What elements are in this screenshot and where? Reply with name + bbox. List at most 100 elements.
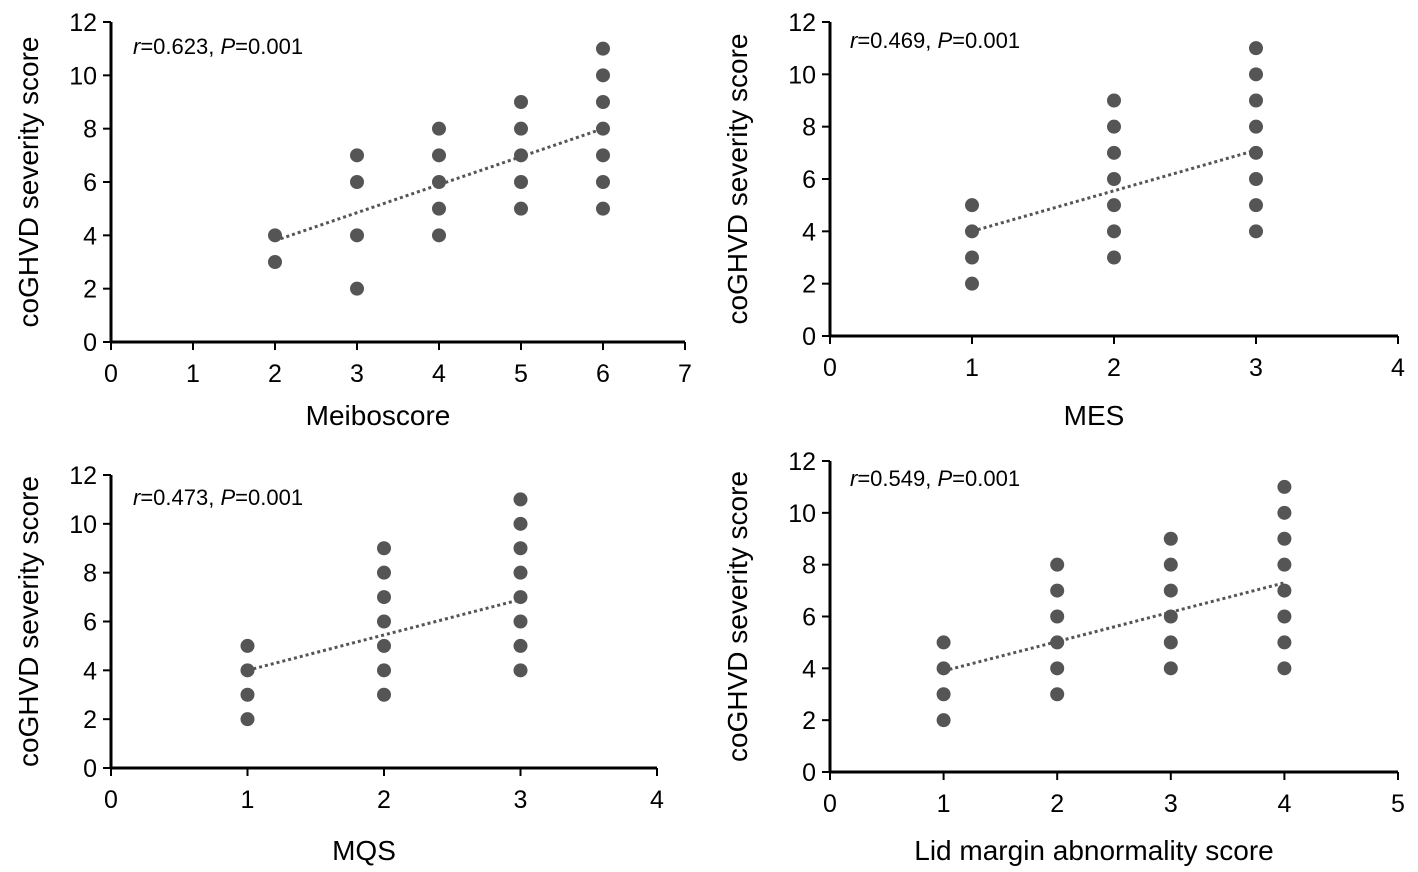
x-tick-label: 0 xyxy=(104,360,118,388)
y-tick-label: 10 xyxy=(788,500,816,528)
data-point xyxy=(1107,224,1121,239)
x-tick-label: 2 xyxy=(1107,354,1121,382)
data-point xyxy=(1277,479,1292,494)
data-point xyxy=(1277,609,1292,624)
x-tick-label: 4 xyxy=(1391,354,1405,382)
x-tick-label: 3 xyxy=(514,786,528,814)
y-tick-label: 8 xyxy=(802,552,816,580)
data-point xyxy=(240,638,255,653)
data-point xyxy=(240,712,255,727)
y-tick-label: 4 xyxy=(802,218,816,246)
data-point xyxy=(1163,635,1178,650)
data-point xyxy=(377,638,391,653)
y-tick-label: 2 xyxy=(802,271,816,299)
y-tick-label: 0 xyxy=(802,323,816,351)
data-point xyxy=(1050,557,1065,572)
data-point xyxy=(1249,198,1263,213)
x-tick-label: 0 xyxy=(823,354,837,382)
data-point xyxy=(1107,119,1121,134)
data-point xyxy=(965,224,979,239)
data-point xyxy=(1107,145,1121,160)
y-tick-label: 2 xyxy=(802,707,816,735)
x-axis-title: Meiboscore xyxy=(306,400,451,431)
data-point xyxy=(936,713,951,728)
y-tick-label: 0 xyxy=(83,755,97,783)
x-tick-label: 6 xyxy=(596,360,610,388)
data-point xyxy=(514,201,528,216)
data-point xyxy=(596,68,610,83)
x-tick-label: 3 xyxy=(350,360,364,388)
data-point xyxy=(596,148,610,163)
data-point xyxy=(936,635,951,650)
data-point xyxy=(513,590,528,605)
data-point xyxy=(432,148,446,163)
y-axis-title: coGHVD severity score xyxy=(13,476,44,767)
data-point xyxy=(514,95,528,109)
data-point xyxy=(596,175,610,189)
data-point xyxy=(513,516,528,531)
data-point xyxy=(1249,93,1263,108)
data-point xyxy=(377,565,391,580)
data-point xyxy=(514,175,528,189)
data-point xyxy=(936,661,951,676)
x-tick-label: 0 xyxy=(104,786,118,814)
y-tick-label: 6 xyxy=(802,166,816,194)
y-tick-label: 12 xyxy=(69,462,97,490)
data-point xyxy=(596,201,610,216)
data-point xyxy=(1163,609,1178,624)
x-tick-label: 7 xyxy=(678,360,692,388)
y-tick-label: 8 xyxy=(802,114,816,142)
x-axis-title: MQS xyxy=(332,835,396,866)
data-point xyxy=(1277,557,1292,572)
data-point xyxy=(350,281,364,296)
y-tick-label: 4 xyxy=(802,655,816,683)
trendline xyxy=(274,127,604,243)
scatter-panel-mqs: 0 2 4 6 8 10 12 0 1 2 3 4 MQS coGHVD severity score r=… xyxy=(0,436,709,872)
data-point xyxy=(1163,661,1178,676)
x-tick-label: 1 xyxy=(186,360,200,388)
y-tick-label: 8 xyxy=(83,116,97,144)
data-point xyxy=(1163,557,1178,572)
data-point xyxy=(1249,145,1263,160)
data-point xyxy=(513,541,528,556)
data-point xyxy=(965,198,979,213)
x-tick-label: 4 xyxy=(650,786,664,814)
y-tick-label: 2 xyxy=(83,706,97,734)
data-point xyxy=(377,541,391,556)
data-point xyxy=(514,148,528,163)
data-point xyxy=(1107,198,1121,213)
data-point xyxy=(268,255,282,269)
scatter-panel-lid-margin: 0 2 4 6 8 10 12 0 1 2 3 4 5 Lid margin abnormality sc… xyxy=(709,436,1418,872)
data-point xyxy=(377,614,391,629)
y-tick-label: 10 xyxy=(788,61,816,89)
x-tick-label: 3 xyxy=(1249,354,1263,382)
x-tick-label: 1 xyxy=(965,354,979,382)
data-point xyxy=(1050,661,1065,676)
data-point xyxy=(1249,172,1263,186)
y-tick-label: 4 xyxy=(83,222,97,250)
data-point xyxy=(432,228,446,243)
x-tick-label: 5 xyxy=(1391,790,1405,818)
scatter-panel-mes: 0 2 4 6 8 10 12 0 1 2 3 4 MES coGHVD severity score r=… xyxy=(709,0,1418,436)
data-point xyxy=(377,663,391,678)
trendline xyxy=(943,581,1285,673)
data-point xyxy=(1050,609,1065,624)
x-tick-label: 1 xyxy=(937,790,951,818)
data-point xyxy=(1249,224,1263,239)
scatter-panel-meiboscore: 0 2 4 6 8 10 12 0 1 2 3 4 5 6 7 Meiboscore coGHVD severi… xyxy=(0,0,709,436)
data-point xyxy=(1277,583,1292,598)
data-point xyxy=(1249,119,1263,134)
x-tick-label: 1 xyxy=(241,786,255,814)
data-point xyxy=(377,590,391,605)
data-point xyxy=(268,228,282,243)
trendline xyxy=(971,148,1257,233)
x-tick-label: 2 xyxy=(1050,790,1064,818)
data-point xyxy=(965,276,979,291)
y-tick-label: 12 xyxy=(788,448,816,476)
y-tick-label: 2 xyxy=(83,276,97,304)
data-point xyxy=(240,687,255,702)
data-point xyxy=(513,614,528,629)
